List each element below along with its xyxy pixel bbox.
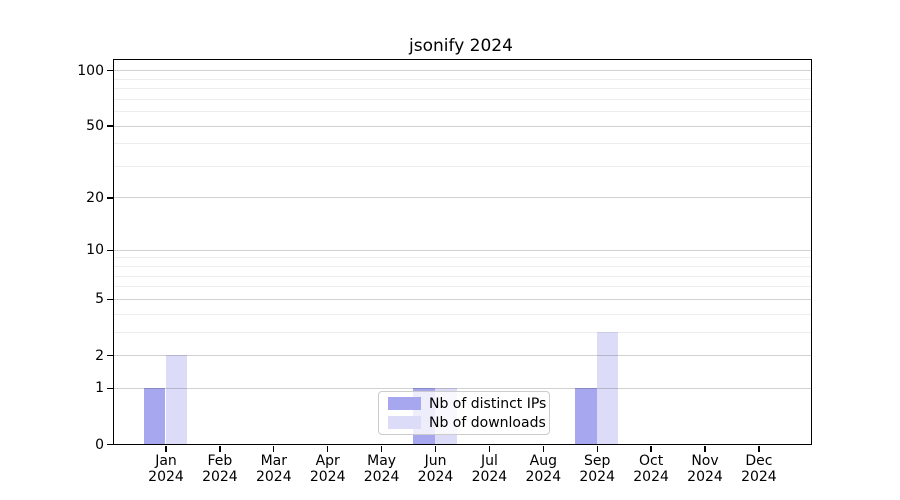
y-axis-tick bbox=[106, 125, 113, 127]
legend-item-downloads: Nb of downloads bbox=[388, 415, 549, 431]
x-tick-label: Sep 2024 bbox=[579, 453, 615, 485]
x-tick-label: Aug 2024 bbox=[525, 453, 562, 485]
gridline-minor bbox=[113, 266, 811, 268]
x-axis-tick bbox=[704, 445, 706, 452]
plot-area bbox=[112, 58, 812, 445]
gridline-minor bbox=[113, 88, 811, 90]
x-tick-label: Dec 2024 bbox=[741, 453, 777, 485]
x-axis-tick bbox=[488, 445, 491, 452]
y-tick-label: 50 bbox=[86, 118, 104, 135]
legend-label-downloads: Nb of downloads bbox=[429, 414, 546, 431]
x-tick-label: Jul 2024 bbox=[471, 453, 508, 485]
x-axis-tick bbox=[650, 445, 652, 452]
x-axis-tick bbox=[542, 445, 544, 452]
gridline-minor bbox=[113, 165, 811, 167]
gridline-minor bbox=[113, 143, 811, 145]
y-tick-label: 2 bbox=[95, 347, 104, 364]
chart-title: jsonify 2024 bbox=[409, 36, 513, 56]
y-axis-tick bbox=[106, 69, 113, 72]
bar-distinct-ips bbox=[575, 387, 597, 444]
x-tick-label: Nov 2024 bbox=[687, 453, 723, 485]
legend-swatch-distinct-ips-icon bbox=[388, 397, 421, 410]
y-axis-tick bbox=[106, 249, 113, 251]
bar-downloads bbox=[165, 355, 188, 444]
gridline-minor bbox=[113, 111, 811, 113]
x-axis-tick bbox=[380, 445, 383, 452]
y-tick-label: 100 bbox=[77, 62, 104, 79]
x-tick-label: Mar 2024 bbox=[255, 453, 292, 485]
gridline-minor bbox=[113, 78, 811, 80]
gridline-major bbox=[113, 355, 811, 356]
gridline-major bbox=[113, 197, 811, 199]
y-axis-tick bbox=[106, 197, 113, 199]
bar-downloads bbox=[596, 331, 619, 444]
x-axis-tick bbox=[434, 445, 437, 452]
x-axis-tick bbox=[327, 445, 329, 452]
x-tick-label: Jan 2024 bbox=[148, 453, 184, 485]
x-tick-label: Apr 2024 bbox=[309, 453, 346, 485]
x-tick-label: Jun 2024 bbox=[417, 453, 454, 485]
y-tick-label: 0 bbox=[95, 436, 104, 453]
y-axis-tick bbox=[106, 298, 113, 301]
gridline-major bbox=[113, 249, 811, 251]
legend-swatch-downloads-icon bbox=[388, 416, 421, 429]
x-tick-label: May 2024 bbox=[363, 453, 400, 485]
x-axis-tick bbox=[596, 445, 598, 452]
gridline-minor bbox=[113, 98, 811, 100]
gridline-minor bbox=[113, 286, 811, 288]
gridline-minor bbox=[113, 257, 811, 259]
gridline-major bbox=[113, 125, 811, 127]
x-axis-tick bbox=[273, 445, 275, 452]
y-tick-label: 20 bbox=[86, 189, 104, 206]
legend-item-distinct-ips: Nb of distinct IPs bbox=[388, 396, 549, 412]
gridline-major bbox=[113, 70, 811, 72]
x-tick-label: Feb 2024 bbox=[202, 453, 238, 485]
x-axis-tick bbox=[219, 445, 221, 452]
gridline-minor bbox=[113, 275, 811, 277]
y-tick-label: 1 bbox=[95, 380, 104, 397]
gridline-minor bbox=[113, 331, 811, 333]
legend-label-distinct-ips: Nb of distinct IPs bbox=[429, 395, 547, 412]
y-axis-tick bbox=[106, 387, 113, 390]
gridline-major bbox=[113, 387, 811, 389]
y-tick-label: 10 bbox=[86, 242, 104, 259]
bar-distinct-ips bbox=[143, 387, 166, 444]
gridline-minor bbox=[113, 313, 811, 315]
x-tick-label: Oct 2024 bbox=[633, 453, 669, 485]
y-tick-label: 5 bbox=[95, 291, 104, 308]
y-axis-tick bbox=[106, 354, 113, 357]
gridline-major bbox=[113, 298, 811, 300]
y-axis-tick bbox=[106, 443, 113, 446]
legend: Nb of distinct IPs Nb of downloads bbox=[378, 391, 550, 435]
x-axis-tick bbox=[758, 445, 760, 452]
x-axis-tick bbox=[165, 445, 167, 452]
